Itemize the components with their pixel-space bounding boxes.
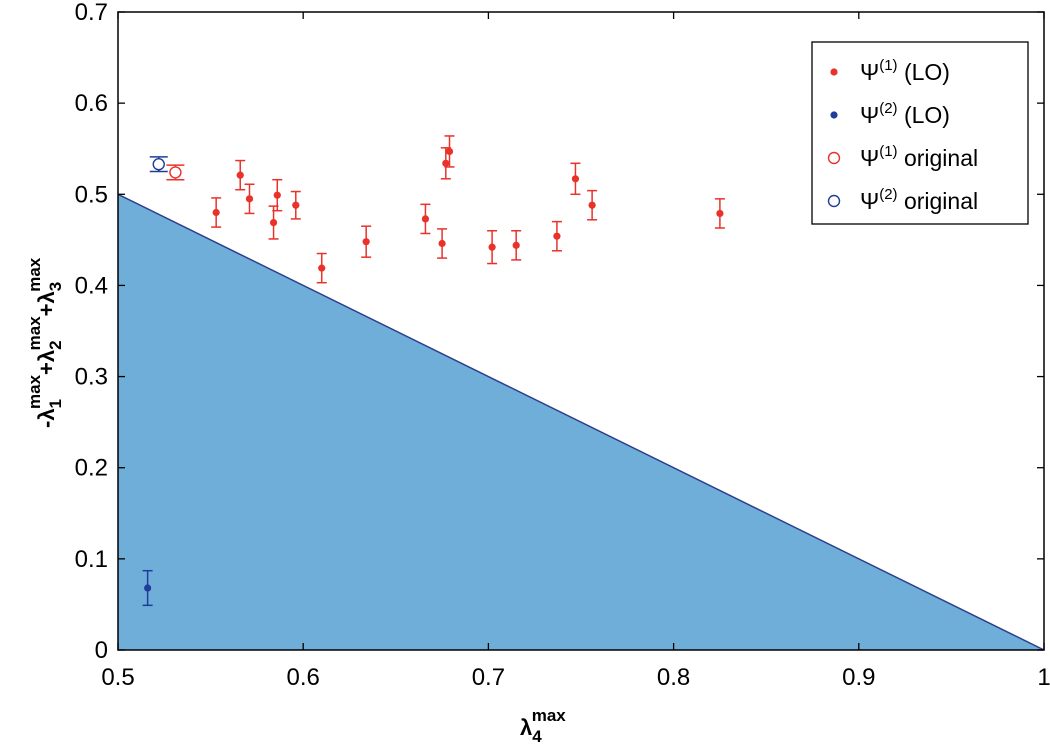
legend-marker <box>830 68 838 76</box>
data-point <box>269 218 278 227</box>
data-point <box>442 159 450 167</box>
data-point <box>716 209 724 218</box>
region-boundary <box>117 193 1045 651</box>
series-3 <box>149 156 168 173</box>
x-tick-label: 0.8 <box>657 664 690 691</box>
data-point <box>212 208 220 217</box>
plot-frame <box>117 11 1045 651</box>
legend-marker <box>827 194 841 208</box>
y-tick-label: 0 <box>95 637 108 664</box>
data-points <box>142 135 725 607</box>
x-tick-label: 0.9 <box>842 664 875 691</box>
x-axis-label: λ4max <box>520 706 566 746</box>
y-tick-label: 0.7 <box>75 0 108 26</box>
data-point <box>362 238 370 246</box>
data-point <box>292 201 300 209</box>
y-tick-label: 0.1 <box>75 546 108 573</box>
data-point <box>169 166 182 179</box>
series-2 <box>166 164 185 181</box>
legend-marker <box>830 111 838 119</box>
y-tick-label: 0.6 <box>75 90 108 117</box>
data-point <box>421 215 430 223</box>
data-point <box>236 171 244 179</box>
y-axis-label: -λ1max+λ2max+λ3max <box>25 257 65 428</box>
legend-marker <box>827 151 841 165</box>
axis-ticks: 0.5 0.6 0.7 0.8 0.9 1 0 0.1 0.2 0.3 0.4 0.5 0.6 0.7 <box>75 0 1050 691</box>
data-point <box>273 191 281 199</box>
legend-label: Ψ(1) (LO) <box>860 57 950 85</box>
series-0 <box>211 135 725 284</box>
y-tick-label: 0.5 <box>75 181 108 208</box>
feasible-region <box>117 193 1045 651</box>
legend-label: Ψ(2) (LO) <box>860 100 950 128</box>
series-1 <box>142 569 153 607</box>
x-tick-label: 0.5 <box>101 664 134 691</box>
y-tick-label: 0.4 <box>75 272 108 299</box>
data-point <box>553 232 561 240</box>
x-tick-label: 1 <box>1037 664 1050 691</box>
data-point <box>438 239 446 248</box>
data-point <box>245 195 254 203</box>
data-point <box>571 175 580 183</box>
x-tick-label: 0.7 <box>472 664 505 691</box>
y-tick-label: 0.2 <box>75 455 108 482</box>
legend-label: Ψ(1) original <box>860 143 978 171</box>
legend: Ψ(1) (LO) Ψ(2) (LO) Ψ(1) original Ψ(2) orig… <box>811 41 1029 225</box>
data-point <box>445 147 454 156</box>
axis-labels: λ4max -λ1max+λ2max+λ3max <box>25 257 566 746</box>
data-point <box>488 243 496 251</box>
x-tick-label: 0.6 <box>287 664 320 691</box>
legend-box <box>811 41 1029 225</box>
legend-label: Ψ(2) original <box>860 186 978 214</box>
data-point <box>144 584 152 592</box>
y-tick-label: 0.3 <box>75 364 108 391</box>
data-point <box>588 201 596 209</box>
data-point <box>512 241 520 249</box>
data-point <box>152 158 165 171</box>
data-point <box>318 264 326 272</box>
